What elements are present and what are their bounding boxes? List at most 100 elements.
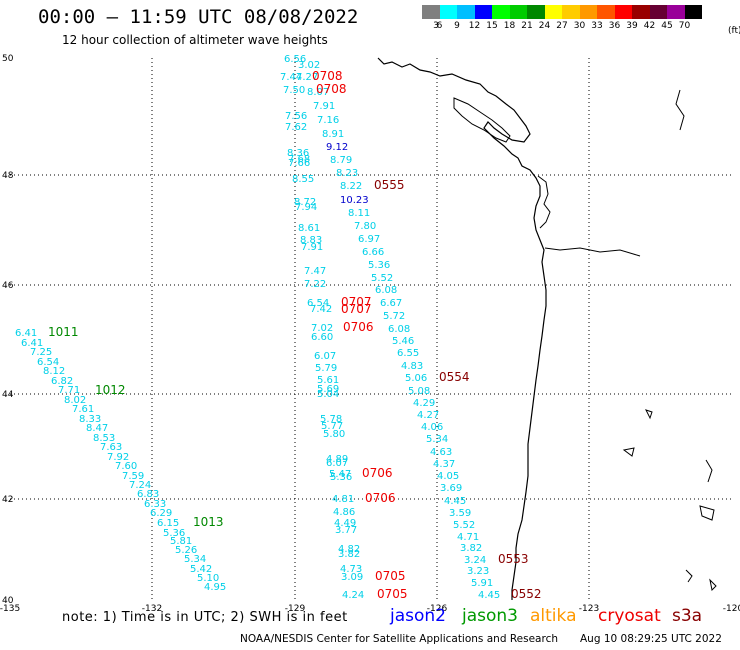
wave-height-label: 10.23 [340, 195, 369, 206]
lat-label: 40 [2, 596, 14, 606]
wave-height-label: 6.54 [307, 298, 329, 309]
wave-height-label: 5.52 [453, 520, 475, 531]
wave-height-label: 6.08 [375, 285, 397, 296]
wave-height-label: 6.07 [314, 351, 336, 362]
wave-height-label: 5.79 [315, 363, 337, 374]
wave-height-label: 6.82 [51, 376, 73, 387]
wave-height-label: 5.26 [175, 545, 197, 556]
wave-height-label: 8.36 [287, 148, 309, 159]
wave-height-label: 7.80 [354, 221, 376, 232]
pass-time-label: 0706 [365, 491, 396, 505]
island [453, 97, 511, 143]
legend-label: 45 [661, 21, 673, 31]
wave-height-label: 4.29 [413, 398, 435, 409]
wave-height-label: 6.83 [137, 489, 159, 500]
wave-height-label: 5.42 [190, 564, 212, 575]
coastline [377, 57, 547, 600]
wave-height-label: 7.44 [280, 72, 302, 83]
wave-height-label: 4.71 [457, 532, 479, 543]
footer-note: note: 1) Time is in UTC; 2) SWH is in fe… [62, 610, 348, 625]
wave-height-label: 4.81 [332, 494, 354, 505]
wave-height-label: 7.24 [129, 480, 151, 491]
legend-swatch: 33 [591, 5, 615, 31]
wave-height-label: 6.67 [380, 298, 402, 309]
lat-label: 50 [2, 54, 14, 64]
legend-label: 27 [556, 21, 568, 31]
wave-height-label: 8.07 [307, 87, 329, 98]
legend-label: 33 [591, 21, 603, 31]
wave-height-label: 3.24 [464, 555, 486, 566]
wave-height-label: 7.27 [296, 72, 318, 83]
wave-height-label: 4.45 [478, 590, 500, 601]
legend-label: 30 [573, 21, 586, 31]
wave-height-label: 8.79 [330, 155, 352, 166]
wave-height-label: 5.36 [330, 472, 352, 483]
timestamp: Aug 10 08:29:25 UTC 2022 [580, 633, 722, 645]
wave-height-label: 5.77 [321, 421, 343, 432]
map-title: 00:00 – 11:59 UTC 08/08/2022 [38, 6, 359, 28]
legend-label: 21 [521, 21, 533, 31]
legend-swatch: 39 [626, 5, 650, 31]
lake [622, 447, 635, 457]
wave-height-label: 3.82 [460, 543, 482, 554]
legend-swatch: 3 [422, 5, 440, 31]
lake [675, 89, 685, 131]
wave-height-label: 8.33 [79, 414, 101, 425]
wave-height-label: 7.71 [58, 385, 80, 396]
wave-height-label: 6.55 [397, 348, 419, 359]
legend-swatch: 9 [454, 5, 475, 31]
legend-swatch: 18 [504, 5, 527, 31]
credit-line: NOAA/NESDIS Center for Satellite Applica… [240, 633, 558, 645]
wave-height-label: 6.15 [157, 518, 179, 529]
wave-height-label: 5.08 [408, 386, 430, 397]
wave-height-label: 5.04 [317, 389, 339, 400]
legend-label: 15 [486, 21, 498, 31]
legend-label: 3 [433, 21, 439, 31]
wave-height-label: 8.11 [348, 208, 370, 219]
lon-label: -123 [579, 604, 599, 614]
wave-height-label: 7.56 [285, 111, 307, 122]
legend-label: 39 [626, 21, 638, 31]
satellite-label-jason3: jason3 [462, 606, 518, 626]
wave-height-label: 3.59 [449, 508, 471, 519]
wave-height-label: 4.45 [444, 496, 466, 507]
legend-label: 6 [436, 21, 443, 31]
wave-height-label: 7.63 [100, 442, 122, 453]
wave-height-label: 4.89 [326, 454, 348, 465]
legend-swatch: 36 [609, 5, 632, 31]
lake [705, 459, 713, 483]
legend-swatch: 70 [679, 5, 702, 31]
inland-water [537, 175, 551, 229]
map-subtitle: 12 hour collection of altimeter wave hei… [62, 33, 328, 47]
wave-height-label: 8.61 [298, 223, 320, 234]
legend-swatch: 27 [556, 5, 580, 31]
wave-height-label: 5.46 [392, 336, 414, 347]
pass-time-label: 0707 [341, 295, 372, 309]
satellite-label-s3a: s3a [672, 606, 703, 626]
wave-height-label: 6.08 [388, 324, 410, 335]
legend-label: 12 [468, 21, 481, 31]
pass-time-label: 0553 [498, 552, 529, 566]
wave-height-label: 7.68 [288, 154, 310, 165]
wave-height-label: 3.02 [298, 60, 320, 71]
pass-time-label: 0706 [362, 466, 393, 480]
wave-height-label: 5.06 [405, 373, 427, 384]
satellite-label-jason2: jason2 [390, 606, 446, 626]
wave-height-label: 4.24 [342, 590, 364, 601]
satellite-label-altika: altika [530, 606, 577, 626]
lon-label: -129 [285, 604, 306, 614]
pass-time-label: 0552 [511, 587, 542, 601]
lat-label: 44 [2, 390, 14, 400]
wave-height-label: 7.22 [304, 279, 326, 290]
wave-height-label: 7.92 [107, 452, 129, 463]
wave-height-label: 5.52 [371, 273, 393, 284]
wave-height-label: 8.12 [43, 366, 65, 377]
wave-height-label: 7.50 [283, 85, 305, 96]
pass-time-label: 0705 [377, 587, 408, 601]
wave-height-label: 6.41 [15, 328, 37, 339]
wave-height-label: 6.29 [150, 508, 172, 519]
legend-swatch: 24 [539, 5, 562, 31]
wave-height-label: 7.62 [285, 122, 307, 133]
lon-label: -126 [427, 604, 448, 614]
